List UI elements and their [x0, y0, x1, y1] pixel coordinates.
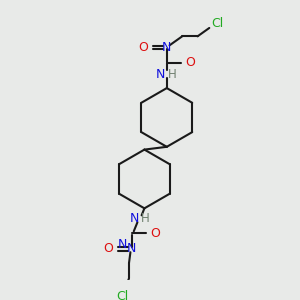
Text: H: H: [167, 68, 176, 81]
Text: N: N: [156, 68, 165, 81]
Text: Cl: Cl: [116, 290, 128, 300]
Text: Cl: Cl: [211, 17, 223, 30]
Text: N: N: [129, 212, 139, 225]
Text: N: N: [162, 41, 172, 54]
Text: O: O: [185, 56, 195, 69]
Text: O: O: [150, 227, 160, 240]
Text: O: O: [104, 242, 114, 255]
Text: H: H: [141, 212, 150, 225]
Text: O: O: [139, 41, 148, 54]
Text: N: N: [118, 238, 128, 250]
Text: N: N: [127, 242, 136, 255]
